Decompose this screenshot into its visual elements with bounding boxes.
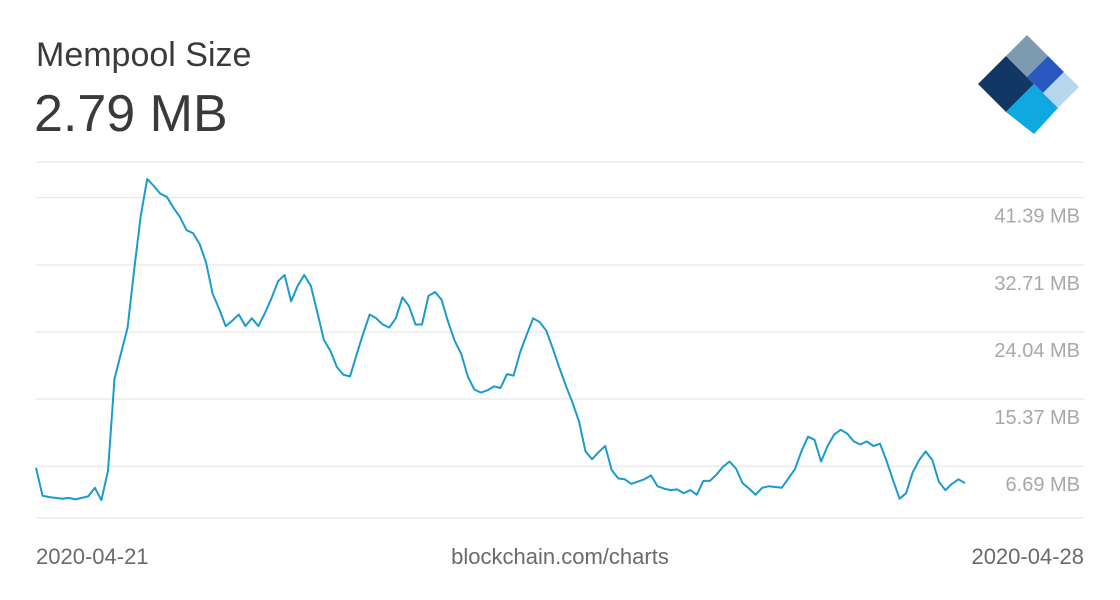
- logo-blue-square: [1027, 56, 1064, 93]
- y-tick-label: 15.37 MB: [994, 407, 1080, 429]
- y-tick-label: 6.69 MB: [1006, 474, 1080, 496]
- blockchain-logo-icon: [978, 35, 1079, 134]
- y-tick-label: 24.04 MB: [994, 340, 1080, 362]
- current-value: 2.79 MB: [34, 85, 228, 143]
- x-axis-end-date: 2020-04-28: [971, 544, 1084, 569]
- mempool-size-line: [35, 178, 966, 502]
- y-axis-ticks: 41.39 MB 32.71 MB 24.04 MB 15.37 MB 6.69 MB: [994, 206, 1080, 497]
- y-tick-label: 32.71 MB: [994, 273, 1080, 295]
- logo-cyan-square: [1006, 84, 1058, 134]
- x-axis-start-date: 2020-04-21: [36, 544, 149, 569]
- source-link[interactable]: blockchain.com/charts: [451, 544, 669, 569]
- y-tick-label: 41.39 MB: [994, 206, 1080, 228]
- logo-light-square: [1043, 72, 1079, 108]
- chart-title: Mempool Size: [36, 36, 252, 74]
- grid-lines: [36, 161, 1084, 519]
